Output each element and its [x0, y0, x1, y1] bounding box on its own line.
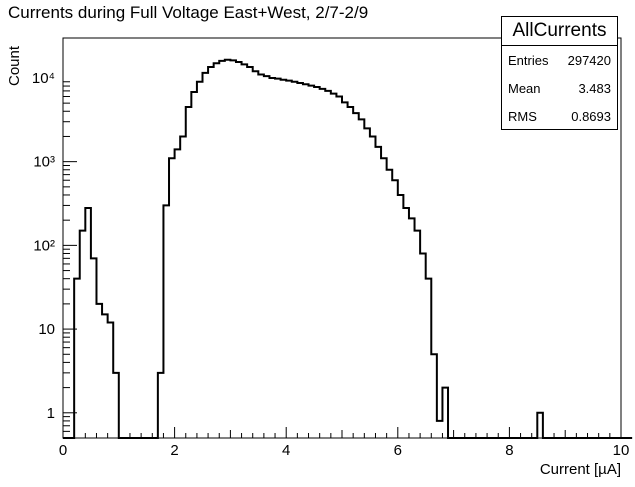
y-tick-label: 10⁴ — [32, 70, 55, 87]
stats-entries-label: Entries — [508, 53, 549, 68]
x-tick-label: 10 — [613, 442, 630, 459]
stats-mean-label: Mean — [508, 81, 541, 96]
y-tick-label: 10² — [33, 237, 55, 254]
histogram-series — [63, 58, 633, 439]
stats-rms-value: 0.8693 — [571, 109, 611, 124]
stats-rms-label: RMS — [508, 109, 537, 124]
chart-title: Currents during Full Voltage East+West, … — [8, 3, 369, 22]
x-tick-label: 0 — [59, 442, 67, 459]
stats-entries-value: 297420 — [567, 53, 611, 68]
x-tick-label: 6 — [394, 442, 402, 459]
stats-histogram-name: AllCurrents — [502, 17, 617, 46]
y-tick-label: 10³ — [33, 154, 55, 171]
x-tick-label: 2 — [170, 442, 178, 459]
y-axis-label: Count — [6, 45, 23, 86]
x-axis-label: Current [µA] — [540, 461, 621, 478]
x-tick-label: 8 — [505, 442, 513, 459]
y-tick-label: 10 — [38, 321, 55, 338]
stats-box: AllCurrents Entries 297420 Mean 3.483 RM… — [501, 16, 618, 130]
x-tick-label: 4 — [282, 442, 290, 459]
y-tick-label: 1 — [47, 405, 55, 422]
stats-mean-value: 3.483 — [578, 81, 611, 96]
